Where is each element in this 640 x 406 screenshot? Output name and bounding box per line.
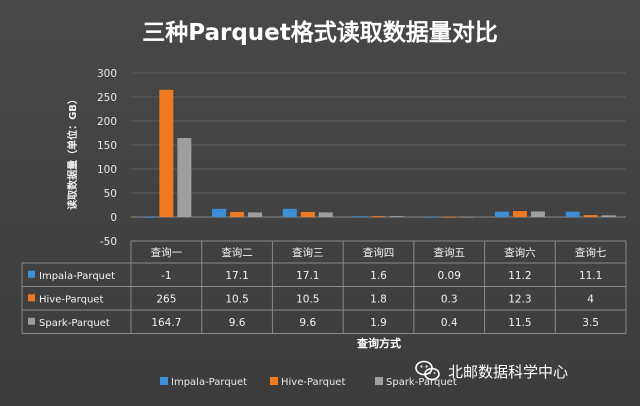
data-label: 10.5 [296,293,319,305]
bar [230,211,245,217]
gridlines [131,72,626,218]
wechat-icon [415,360,440,381]
data-label: 9.6 [229,317,246,329]
bar [282,208,297,217]
data-label: 4 [587,293,594,305]
watermark: 北邮数据科学中心 [415,360,568,381]
category-label: 查询六 [504,246,536,259]
data-label: 11.1 [579,270,602,282]
bar [212,208,227,217]
data-label: 1.6 [370,270,387,282]
x-axis-label: 查询方式 [357,336,401,350]
data-label: 0.4 [441,317,458,329]
series-label: Spark-Parquet [39,318,110,329]
bar [141,217,156,218]
y-tick-label: -50 [100,236,117,248]
data-label: 0.3 [441,293,458,305]
legend-swatch [28,294,35,302]
y-tick-label: 200 [97,116,117,128]
category-label: 查询四 [363,246,395,259]
data-label: 17.1 [225,270,248,282]
data-label: 1.8 [370,293,387,305]
y-tick-label: 150 [97,140,117,152]
bar [583,215,598,217]
y-tick-label: 100 [97,164,117,176]
bar [442,216,457,218]
legend-swatch [28,317,35,325]
series-label: Impala-Parquet [39,271,115,282]
bars [141,89,616,218]
bar [371,216,386,217]
data-label: 3.5 [582,317,599,329]
chart-title: 三种Parquet格式读取数据量对比 [142,19,498,46]
bar [565,211,580,217]
y-tick-label: 250 [97,92,117,104]
legend-label: Hive-Parquet [281,377,345,388]
legend-swatch [375,377,383,385]
category-label: 查询七 [575,246,607,259]
legend-swatch [28,270,35,278]
y-axis-label: 读取数据量（单位：GB） [66,94,79,210]
series-label: Hive-Parquet [39,294,103,305]
data-label: -1 [161,270,171,282]
category-label: 查询二 [221,246,253,259]
legend-swatch [160,377,168,385]
bar [248,212,263,217]
bar [424,216,439,218]
watermark-text: 北邮数据科学中心 [448,363,568,381]
bar [512,211,527,217]
category-label: 查询一 [151,246,183,259]
data-label: 9.6 [299,317,316,329]
bar [460,216,475,218]
y-axis-ticks: -50 0 50 100 150 200 250 300 [97,68,117,248]
bar [494,211,509,217]
data-label: 11.2 [508,270,531,282]
y-tick-label: 50 [104,188,117,200]
data-label: 11.5 [508,317,531,329]
bar [389,216,404,217]
bar [601,215,616,217]
y-tick-label: 0 [110,212,117,224]
bar [530,211,545,217]
bar [353,216,368,218]
category-label: 查询五 [433,246,465,259]
bar [159,89,174,217]
legend-swatch [270,377,278,385]
bar [318,212,333,217]
data-label: 0.09 [438,270,461,282]
bar [300,211,315,217]
data-label: 164.7 [151,317,181,329]
bar [177,137,192,217]
y-tick-label: 300 [97,68,117,80]
data-label: 17.1 [296,270,319,282]
data-label: 265 [156,293,176,305]
legend-label: Impala-Parquet [171,377,247,388]
legend-label: Spark-Parquet [386,377,457,388]
data-label: 10.5 [225,293,248,305]
category-label: 查询三 [292,246,324,259]
data-table: 查询一 查询二 查询三 查询四 查询五 查询六 查询七 Impala-Parquet -1 17.… [21,240,627,334]
legend: Impala-Parquet Hive-Parquet Spark-Parquet [160,377,457,388]
data-label: 12.3 [508,293,531,305]
data-label: 1.9 [370,317,387,329]
